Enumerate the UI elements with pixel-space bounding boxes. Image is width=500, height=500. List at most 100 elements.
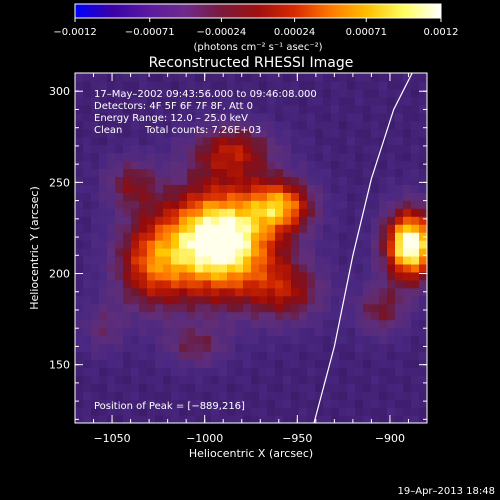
- heatmap-cell: [131, 407, 140, 416]
- heatmap-cell: [91, 136, 100, 146]
- heatmap-cell: [347, 359, 356, 368]
- heatmap-cell: [347, 208, 356, 217]
- heatmap-cell: [307, 343, 316, 352]
- heatmap-cell: [259, 73, 268, 82]
- heatmap-cell: [139, 319, 148, 329]
- heatmap-cell: [131, 263, 140, 273]
- heatmap-cell: [299, 224, 308, 233]
- heatmap-cell: [171, 303, 180, 313]
- heatmap-cell: [203, 104, 212, 114]
- heatmap-cell: [163, 184, 172, 193]
- heatmap-cell: [419, 407, 427, 416]
- heatmap-cell: [283, 176, 292, 185]
- heatmap-cell: [291, 208, 300, 217]
- heatmap-cell: [99, 136, 108, 146]
- heatmap-cell: [347, 311, 356, 321]
- heatmap-cell: [187, 120, 196, 130]
- heatmap-cell: [331, 248, 340, 257]
- heatmap-cell: [291, 120, 300, 130]
- heatmap-cell: [147, 136, 156, 146]
- heatmap-cell: [331, 319, 340, 329]
- heatmap-cell: [227, 248, 236, 257]
- heatmap-cell: [139, 128, 148, 138]
- annotation-clean: Clean: [94, 125, 122, 136]
- heatmap-cell: [123, 255, 132, 265]
- heatmap-cell: [115, 224, 124, 233]
- heatmap-cell: [203, 303, 212, 313]
- heatmap-cell: [395, 224, 404, 233]
- heatmap-cell: [299, 295, 308, 305]
- heatmap-cell: [379, 367, 388, 376]
- heatmap-cell: [139, 248, 148, 257]
- heatmap-cell: [323, 335, 332, 345]
- heatmap-cell: [219, 263, 228, 273]
- heatmap-cell: [283, 80, 292, 90]
- heatmap-cell: [275, 295, 284, 305]
- heatmap-cell: [411, 224, 420, 233]
- heatmap-cell: [299, 200, 308, 209]
- heatmap-cell: [147, 287, 156, 297]
- heatmap-cell: [403, 192, 412, 201]
- heatmap-cell: [251, 303, 260, 313]
- heatmap-cell: [379, 200, 388, 209]
- heatmap-cell: [315, 232, 324, 241]
- heatmap-cell: [235, 271, 244, 281]
- heatmap-cell: [299, 415, 308, 423]
- heatmap-cell: [347, 136, 356, 146]
- heatmap-cell: [283, 359, 292, 368]
- heatmap-cell: [115, 136, 124, 146]
- heatmap-cell: [251, 263, 260, 273]
- heatmap-cell: [83, 160, 92, 170]
- heatmap-cell: [339, 335, 348, 345]
- heatmap-cell: [387, 343, 396, 352]
- heatmap-cell: [83, 367, 92, 376]
- heatmap-cell: [251, 152, 260, 162]
- heatmap-cell: [283, 208, 292, 217]
- heatmap-cell: [307, 303, 316, 313]
- heatmap-cell: [411, 375, 420, 384]
- heatmap-cell: [419, 152, 427, 162]
- heatmap-cell: [403, 359, 412, 368]
- heatmap-cell: [115, 311, 124, 321]
- heatmap-cell: [139, 176, 148, 185]
- heatmap-cell: [75, 160, 84, 170]
- heatmap-cell: [339, 303, 348, 313]
- heatmap-cell: [163, 248, 172, 257]
- heatmap-cell: [331, 271, 340, 281]
- heatmap-cell: [339, 248, 348, 257]
- heatmap-cell: [203, 216, 212, 225]
- heatmap-cell: [347, 327, 356, 337]
- heatmap-cell: [411, 335, 420, 345]
- heatmap-cell: [419, 311, 427, 321]
- heatmap-cell: [219, 295, 228, 305]
- heatmap-cell: [387, 120, 396, 130]
- heatmap-cell: [211, 208, 220, 217]
- heatmap-cell: [115, 240, 124, 249]
- heatmap-cell: [371, 351, 380, 360]
- heatmap-cell: [187, 375, 196, 384]
- y-tick-label: 300: [49, 85, 70, 98]
- heatmap-cell: [163, 255, 172, 265]
- heatmap-cell: [395, 96, 404, 106]
- heatmap-cell: [195, 152, 204, 162]
- heatmap-cell: [99, 73, 108, 82]
- heatmap-cell: [315, 168, 324, 177]
- heatmap-cell: [243, 367, 252, 376]
- heatmap-cell: [107, 335, 116, 345]
- heatmap-cell: [299, 255, 308, 265]
- heatmap-cell: [323, 168, 332, 177]
- heatmap-cell: [115, 359, 124, 368]
- heatmap-cell: [123, 136, 132, 146]
- heatmap-cell: [91, 248, 100, 257]
- heatmap-cell: [291, 192, 300, 201]
- heatmap-cell: [75, 224, 84, 233]
- heatmap-cell: [251, 359, 260, 368]
- heatmap-cell: [339, 208, 348, 217]
- heatmap-cell: [83, 128, 92, 138]
- footer-timestamp: 19–Apr–2013 18:48: [398, 486, 495, 497]
- heatmap-cell: [131, 104, 140, 114]
- heatmap-cell: [267, 240, 276, 249]
- heatmap-cell: [251, 200, 260, 209]
- heatmap-cell: [235, 367, 244, 376]
- heatmap-cell: [107, 136, 116, 146]
